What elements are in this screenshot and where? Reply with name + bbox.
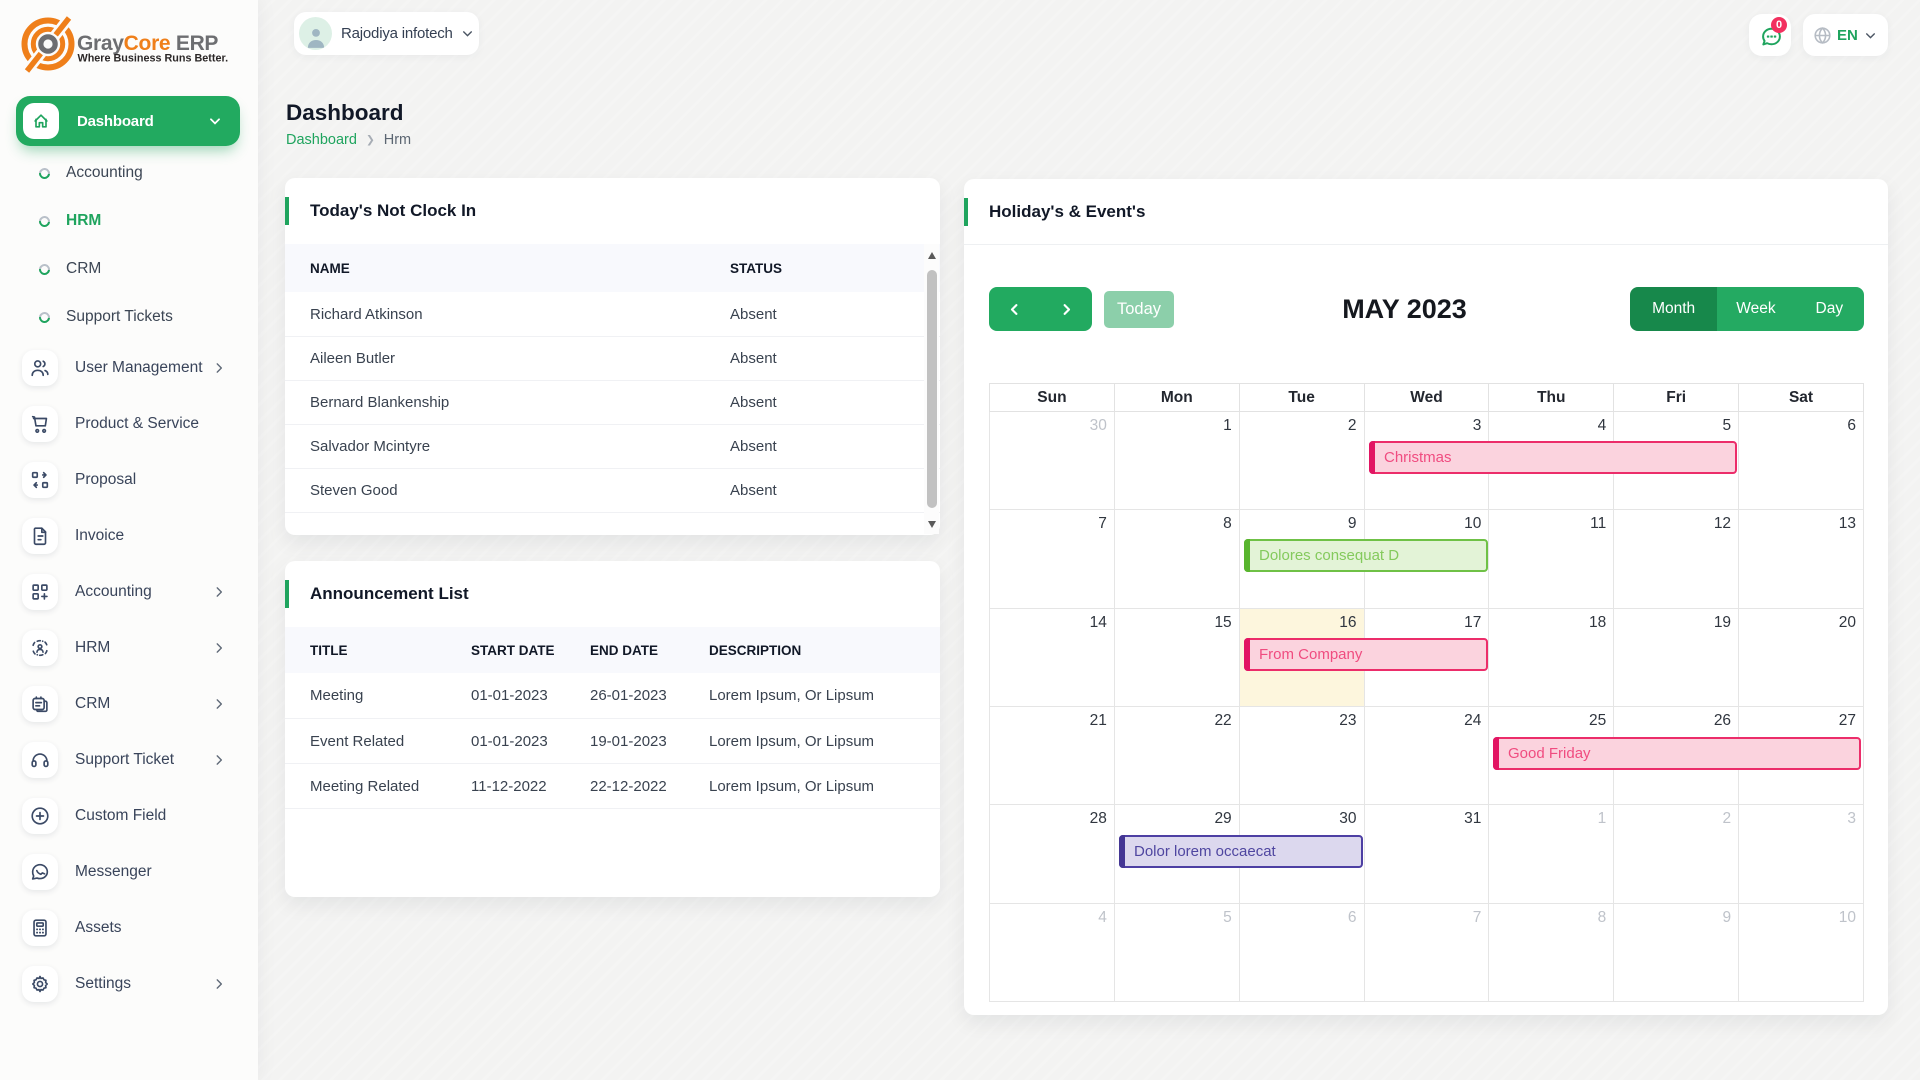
svg-text:GrayCore ERP: GrayCore ERP xyxy=(77,32,218,55)
svg-text:Where Business Runs Better.: Where Business Runs Better. xyxy=(78,53,229,65)
